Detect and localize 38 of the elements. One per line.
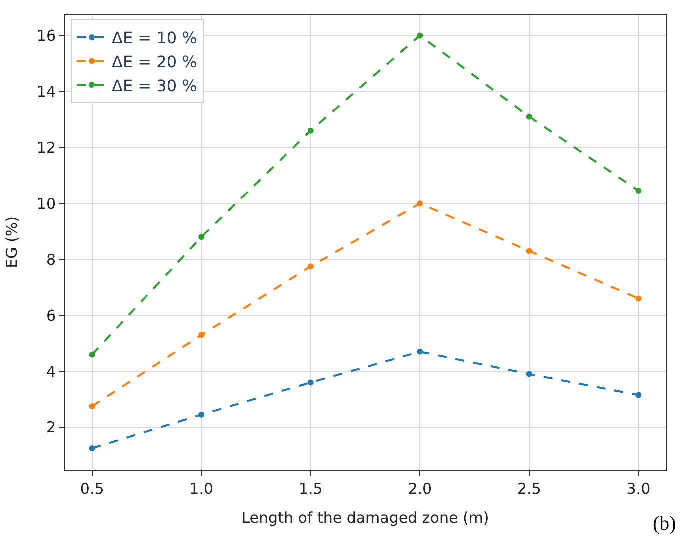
point bbox=[198, 332, 205, 338]
x-tick-label: 2.5 bbox=[517, 480, 542, 498]
y-tick-label: 16 bbox=[36, 26, 56, 45]
point bbox=[89, 352, 96, 358]
text: (b) bbox=[653, 513, 676, 535]
legend-label: ΔE = 10 % bbox=[112, 28, 198, 48]
point bbox=[417, 348, 424, 355]
x-tick-label: 2.0 bbox=[408, 480, 432, 498]
x-tick-label: 3.0 bbox=[626, 480, 651, 498]
y-tick-label: 4 bbox=[46, 362, 56, 381]
y-tick-label: 6 bbox=[46, 306, 56, 325]
point bbox=[308, 264, 314, 270]
point bbox=[198, 234, 205, 240]
point bbox=[89, 445, 96, 452]
point bbox=[417, 200, 424, 207]
y-axis-title: EG (%) bbox=[3, 216, 22, 268]
point bbox=[417, 32, 424, 39]
point bbox=[89, 403, 96, 410]
point bbox=[526, 248, 532, 254]
x-tick-label: 1.5 bbox=[298, 480, 323, 498]
y-tick-label: 12 bbox=[36, 138, 56, 157]
point bbox=[308, 128, 314, 134]
x-tick-label: 0.5 bbox=[80, 480, 104, 498]
y-tick-label: 14 bbox=[36, 82, 56, 101]
point bbox=[636, 188, 642, 194]
point bbox=[308, 380, 314, 386]
point bbox=[198, 412, 205, 418]
x-tick-label: 1.0 bbox=[190, 480, 214, 498]
point bbox=[526, 371, 532, 378]
x-axis-title: Length of the damaged zone (m) bbox=[242, 509, 490, 527]
point bbox=[526, 114, 532, 120]
y-tick-label: 10 bbox=[36, 194, 56, 213]
y-tick-label: 8 bbox=[46, 250, 56, 269]
y-tick-label: 2 bbox=[46, 418, 56, 437]
legend-label: ΔE = 20 % bbox=[112, 52, 198, 72]
point bbox=[636, 392, 642, 398]
point bbox=[636, 296, 642, 302]
legend-label: ΔE = 30 % bbox=[112, 76, 198, 96]
